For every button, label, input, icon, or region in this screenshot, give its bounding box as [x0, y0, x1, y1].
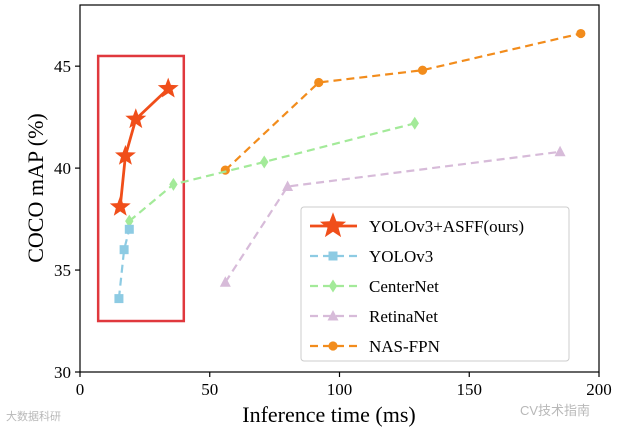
x-tick-label: 100: [327, 380, 353, 399]
series-yolov3: [114, 224, 134, 304]
x-axis-label: Inference time (ms): [242, 402, 415, 427]
x-tick-label: 0: [76, 380, 85, 399]
data-point: [260, 155, 269, 169]
x-tick-label: 200: [586, 380, 612, 399]
legend-marker: [327, 310, 339, 321]
data-point: [314, 77, 324, 88]
legend-item: NAS-FPN: [310, 337, 440, 356]
data-point: [119, 245, 129, 255]
series-centernet: [125, 116, 419, 228]
data-point: [219, 276, 231, 287]
watermark-right: CV技术指南: [520, 403, 591, 418]
series-line: [117, 229, 131, 299]
y-tick-label: 35: [54, 261, 71, 280]
data-point: [115, 144, 136, 165]
data-point: [124, 224, 134, 234]
data-point: [554, 145, 566, 157]
series-line: [224, 32, 582, 172]
legend-label: YOLOv3+ASFF(ours): [369, 217, 524, 236]
tick-group: 0 50 100 150 200 30 35 40 45: [54, 57, 612, 399]
data-point: [410, 116, 419, 130]
x-tick-label: 50: [201, 380, 218, 399]
legend-marker: [328, 279, 338, 293]
data-point: [417, 65, 428, 75]
series-line: [118, 87, 170, 207]
legend-marker: [328, 341, 338, 351]
y-tick-label: 45: [54, 57, 71, 76]
data-point: [114, 294, 124, 304]
legend-box: [300, 206, 570, 362]
legend-label: NAS-FPN: [369, 337, 440, 356]
data-point: [282, 180, 294, 191]
series-retinanet: [219, 145, 566, 287]
data-point: [125, 108, 147, 129]
legend-marker: [319, 212, 347, 238]
data-point: [157, 77, 179, 98]
x-tick-label: 150: [457, 380, 483, 399]
series-nas-fpn: [220, 28, 586, 175]
legend-label: YOLOv3: [369, 247, 433, 266]
watermark-left: 大数据科研: [6, 411, 61, 423]
data-point: [109, 195, 131, 216]
legend-item: YOLOv3+ASFF(ours): [310, 212, 524, 238]
series-group: [109, 28, 586, 304]
legend-label: RetinaNet: [369, 307, 438, 326]
y-axis-label: COCO mAP (%): [23, 113, 48, 263]
y-tick-label: 30: [54, 363, 71, 382]
data-point: [576, 28, 586, 39]
legend-item: YOLOv3: [310, 247, 433, 266]
highlight-box: [96, 54, 186, 323]
data-point: [125, 214, 134, 228]
data-point: [169, 177, 178, 191]
series-yolov3-asff-ours-: [109, 77, 179, 216]
series-line: [128, 122, 416, 222]
legend-marker: [328, 251, 338, 261]
legend-label: CenterNet: [369, 277, 439, 296]
y-tick-label: 40: [54, 159, 71, 178]
legend: YOLOv3+ASFF(ours) YOLOv3 CenterNet RetinaNe…: [300, 206, 570, 362]
legend-item: CenterNet: [310, 277, 439, 296]
legend-item: RetinaNet: [310, 307, 438, 326]
